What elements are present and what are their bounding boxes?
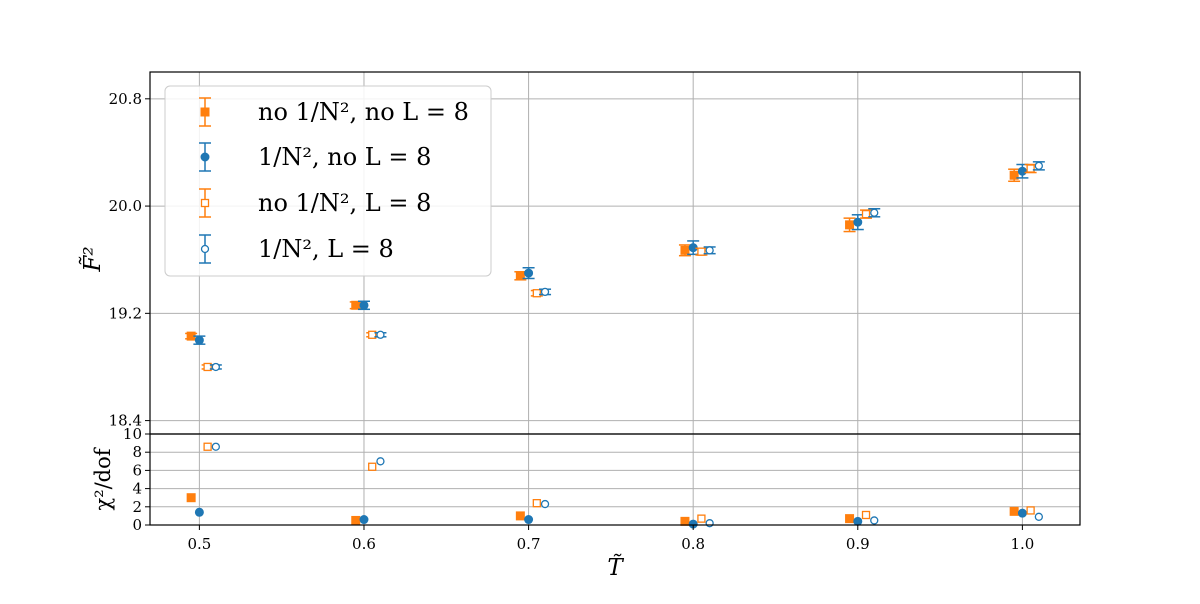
y-tick-label: 18.4 — [109, 412, 142, 430]
data-point — [376, 330, 385, 339]
data-point — [853, 516, 863, 526]
axes-frame-bottom — [149, 433, 1081, 526]
x-tick-label: 0.6 — [352, 535, 376, 553]
y-tick-label: 20.8 — [109, 90, 142, 108]
data-point — [853, 217, 863, 227]
grid-top — [150, 72, 1080, 434]
series-top-1 — [193, 163, 1029, 345]
data-point — [680, 516, 690, 526]
legend-label: no 1/N², no L = 8 — [258, 98, 469, 126]
data-point — [697, 514, 706, 523]
data-point — [186, 493, 196, 503]
data-point — [532, 289, 541, 298]
series-top-3 — [209, 161, 1045, 372]
data-point — [540, 499, 550, 509]
legend-entry: 1/N², L = 8 — [199, 234, 394, 264]
data-point — [203, 442, 212, 451]
data-point — [532, 499, 541, 508]
data-point — [515, 511, 525, 521]
x-axis: 0.5 0.6 0.7 0.8 0.9 1.0 T̃ — [187, 525, 1034, 581]
legend: no 1/N², no L = 8 1/N², no L = 8 no 1/N², … — [164, 85, 492, 277]
panel-top: 18.4 19.2 20.0 20.8 F̃² no 1/N², no L = 8 1/N²… — [80, 71, 1081, 435]
data-point — [1026, 164, 1035, 173]
legend-entry: no 1/N², no L = 8 — [199, 97, 469, 127]
data-point — [368, 462, 377, 471]
legend-label: 1/N², no L = 8 — [258, 143, 431, 171]
x-tick-label: 0.5 — [187, 535, 211, 553]
data-point — [211, 442, 220, 451]
y-tick-label: 2 — [132, 498, 142, 516]
series-bottom-2 — [203, 442, 1035, 523]
y-axis-label-bottom: χ²/dof — [91, 446, 115, 510]
data-point — [1034, 161, 1043, 171]
x-tick-label: 0.9 — [846, 535, 870, 553]
legend-label: no 1/N², L = 8 — [258, 189, 431, 217]
series-bottom-0 — [186, 493, 1019, 526]
data-point — [194, 335, 204, 345]
legend-marker — [200, 198, 210, 208]
data-point — [359, 300, 369, 310]
legend-label: 1/N², L = 8 — [258, 235, 394, 263]
data-point — [359, 515, 369, 525]
data-point — [376, 457, 385, 466]
y-tick-label: 20.0 — [109, 197, 142, 215]
data-point — [1017, 508, 1027, 518]
data-point — [1034, 512, 1043, 521]
legend-marker — [200, 152, 210, 162]
data-point — [524, 515, 534, 525]
y-tick-label: 19.2 — [109, 304, 142, 322]
y-tick-label: 6 — [132, 461, 142, 479]
data-point — [540, 287, 550, 297]
data-point — [680, 245, 690, 255]
legend-marker — [200, 107, 210, 117]
data-point — [1017, 166, 1027, 176]
data-point — [705, 519, 714, 528]
legend-entry: 1/N², no L = 8 — [199, 142, 431, 172]
grid-bottom — [150, 433, 1080, 526]
data-point — [211, 362, 220, 372]
data-point — [870, 208, 879, 217]
x-tick-label: 1.0 — [1010, 535, 1034, 553]
data-point — [1009, 170, 1019, 180]
data-point — [1009, 506, 1019, 516]
data-point — [861, 510, 871, 520]
y-tick-label: 4 — [132, 480, 142, 498]
data-point — [705, 246, 714, 255]
data-point — [697, 247, 706, 256]
legend-marker — [200, 244, 210, 254]
data-point — [1026, 506, 1035, 515]
data-point — [870, 516, 879, 525]
x-tick-label: 0.7 — [517, 535, 541, 553]
data-point — [194, 507, 204, 517]
data-point — [861, 209, 871, 219]
data-point — [845, 514, 855, 524]
y-axis-label-top: F̃² — [80, 246, 106, 272]
x-axis-label: T̃ — [607, 555, 624, 581]
data-point — [351, 300, 361, 310]
y-tick-label: 8 — [132, 443, 142, 461]
y-tick-label: 0 — [132, 516, 142, 534]
series-bottom-3 — [211, 442, 1043, 528]
legend-entry: no 1/N², L = 8 — [199, 188, 431, 218]
data-point — [524, 268, 534, 278]
legend-box — [164, 85, 492, 277]
data-point — [351, 515, 361, 525]
y-tick-label: 10 — [123, 425, 142, 443]
data-point — [515, 271, 525, 281]
x-tick-label: 0.8 — [681, 535, 705, 553]
data-point — [368, 330, 377, 339]
data-point — [845, 220, 855, 230]
data-point — [203, 362, 212, 372]
